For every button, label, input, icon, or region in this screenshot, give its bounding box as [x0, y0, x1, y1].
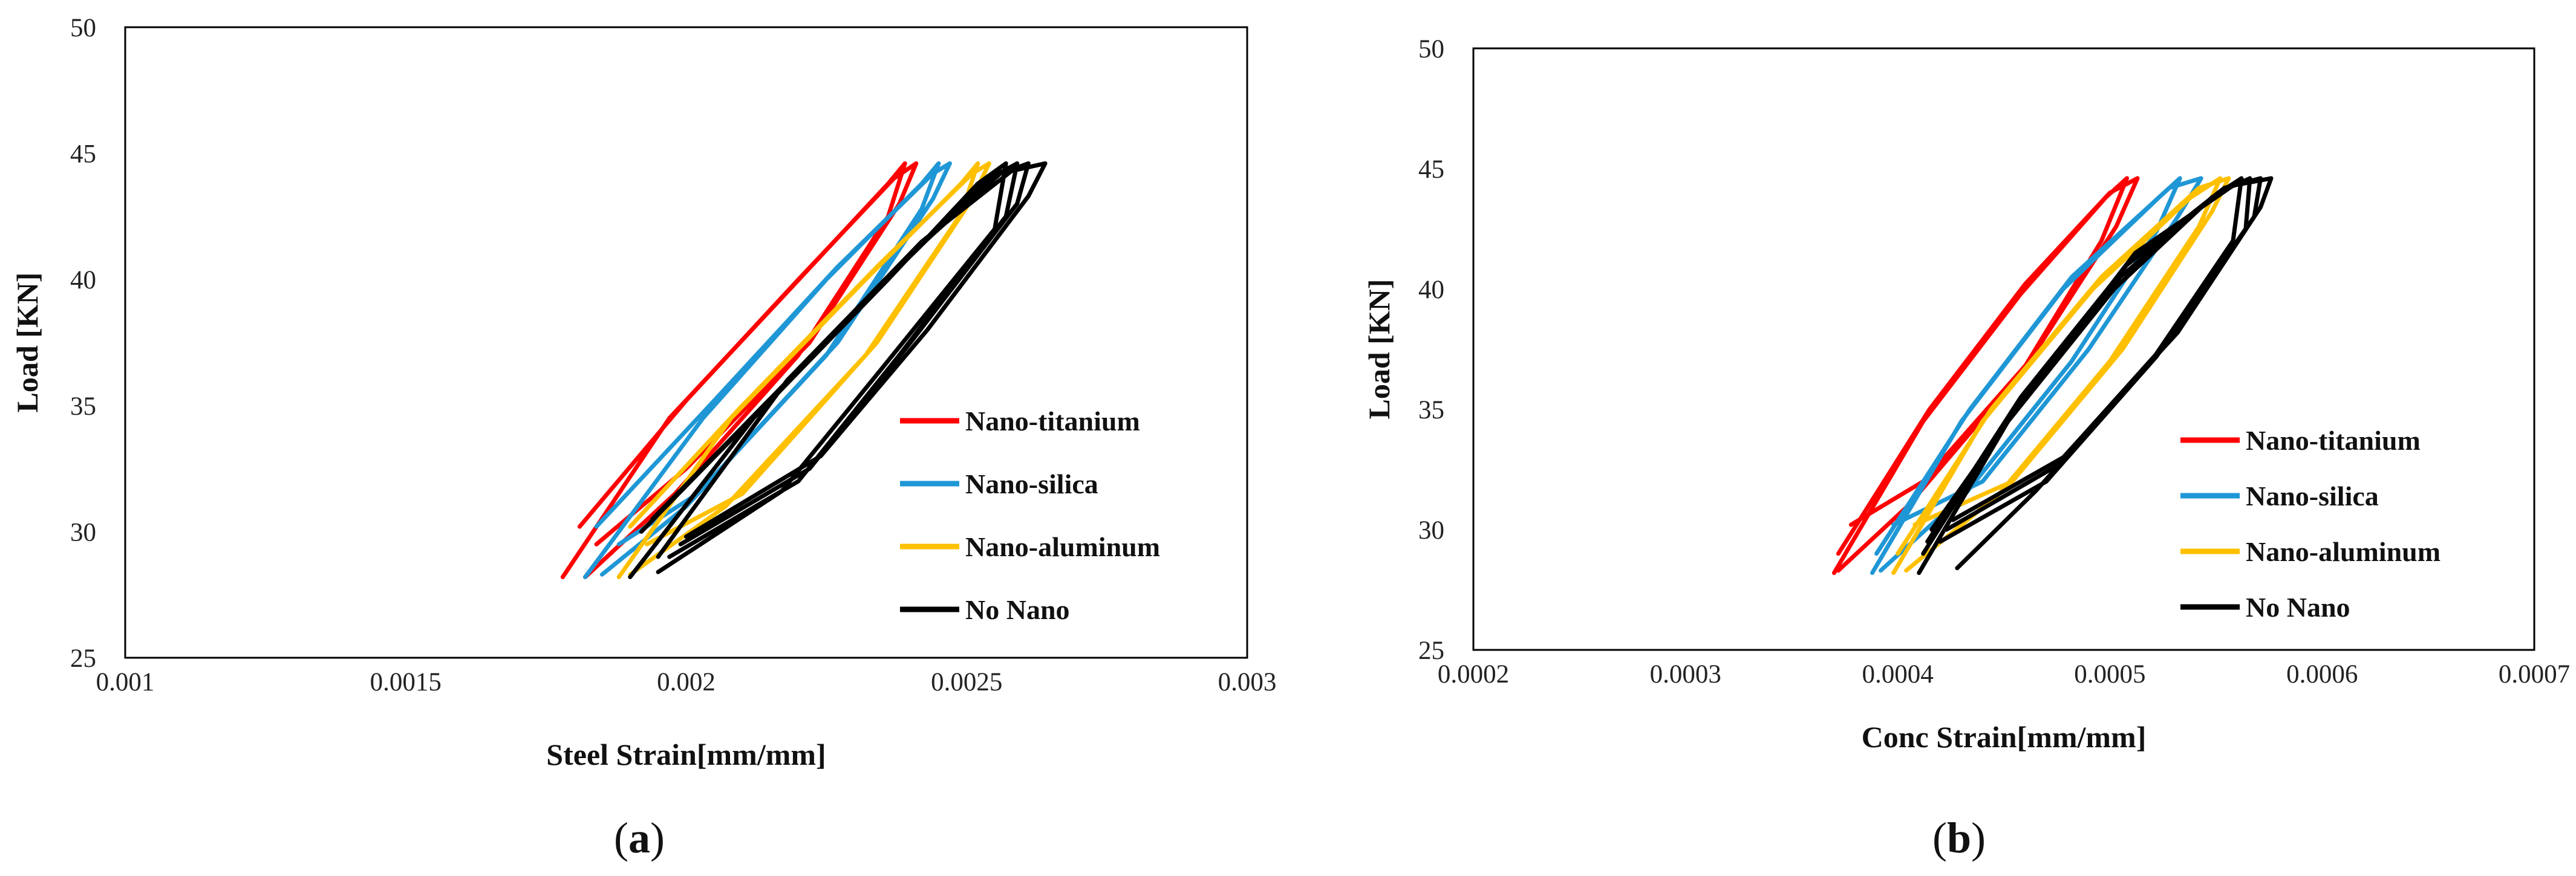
chart-b-y-tick-label: 50	[1418, 35, 1444, 63]
chart-a-series-nano-aluminum-loop	[628, 161, 991, 547]
chart-b-series	[1831, 176, 2274, 576]
chart-a-x-tick-label: 0.001	[96, 668, 155, 696]
chart-b: 0.0002 0.0003 0.0004 0.0005 0.0006 0.0007 25 3…	[1362, 35, 2570, 754]
caption-b: (b)	[1932, 814, 1986, 862]
chart-b-series-nano-aluminum-loop	[1896, 176, 2231, 556]
chart-a-legend-label-nano-silica: Nano-silica	[965, 469, 1098, 499]
chart-b-series-nano-titanium-loop	[1836, 176, 2140, 556]
chart-b-legend-label-nano-silica: Nano-silica	[2246, 481, 2379, 511]
chart-b-y-tick-label: 30	[1418, 516, 1444, 545]
caption-a-letter: a	[628, 814, 650, 862]
chart-b-x-tick-label: 0.0005	[2074, 660, 2145, 689]
chart-a-y-ticks: 25 30 35 40 45 50	[70, 14, 96, 673]
chart-a-y-tick-label: 25	[70, 644, 96, 673]
chart-b-x-tick-label: 0.0004	[1862, 660, 1933, 689]
chart-a-legend: Nano-titanium Nano-silica Nano-aluminum No …	[900, 406, 1160, 625]
chart-a-legend-label-nano-aluminum: Nano-aluminum	[965, 531, 1160, 562]
chart-b-x-tick-label: 0.0007	[2499, 660, 2570, 689]
chart-a-x-tick-label: 0.002	[657, 668, 716, 696]
chart-a-series-no-nano-loop	[639, 161, 1020, 559]
chart-b-y-ticks: 25 30 35 40 45 50	[1418, 35, 1444, 665]
caption-b-open: (	[1932, 814, 1947, 862]
chart-a-y-tick-label: 50	[70, 14, 96, 42]
caption-a-close: )	[650, 814, 665, 862]
chart-a-legend-label-no-nano: No Nano	[965, 594, 1070, 625]
chart-b-legend-label-nano-aluminum: Nano-aluminum	[2246, 536, 2441, 567]
chart-b-series-no-nano-loop	[1929, 176, 2274, 532]
chart-a-x-tick-label: 0.0015	[370, 668, 442, 696]
chart-b-y-axis-title: Load [KN]	[1362, 279, 1396, 420]
chart-a-plot-area	[124, 26, 1248, 659]
chart-b-x-ticks: 0.0002 0.0003 0.0004 0.0005 0.0006 0.0007	[1438, 660, 2570, 689]
caption-a-open: (	[614, 814, 628, 862]
chart-b-legend-label-nano-titanium: Nano-titanium	[2246, 425, 2421, 456]
chart-b-series-nano-titanium-loop	[1831, 176, 2129, 576]
chart-a-x-tick-label: 0.0025	[931, 668, 1002, 696]
chart-b-x-tick-label: 0.0003	[1650, 660, 1721, 689]
caption-a: (a)	[614, 814, 665, 862]
chart-a-legend-label-nano-titanium: Nano-titanium	[965, 406, 1140, 436]
chart-b-legend-label-no-nano: No Nano	[2246, 592, 2350, 623]
chart-b-y-tick-label: 35	[1418, 396, 1444, 424]
chart-a-x-axis-title: Steel Strain[mm/mm]	[546, 738, 826, 771]
chart-a: 0.001 0.0015 0.002 0.0025 0.003 25 30 35 40 45 50…	[10, 14, 1276, 771]
chart-b-series-no-nano-loop	[1925, 176, 2263, 544]
chart-a-y-tick-label: 35	[70, 392, 96, 421]
caption-b-letter: b	[1947, 814, 1971, 862]
chart-b-legend: Nano-titanium Nano-silica Nano-aluminum No …	[2180, 425, 2441, 623]
chart-b-y-tick-label: 40	[1418, 276, 1444, 304]
chart-b-x-tick-label: 0.0002	[1438, 660, 1509, 689]
chart-a-y-tick-label: 45	[70, 140, 96, 169]
chart-a-series-nano-silica-loop	[594, 161, 952, 547]
chart-b-y-tick-label: 25	[1418, 637, 1444, 665]
chart-a-series-no-nano-loop	[656, 161, 1048, 559]
chart-b-series-nano-silica-loop	[1874, 176, 2203, 556]
chart-a-y-axis-title: Load [KN]	[10, 273, 44, 413]
chart-a-y-tick-label: 30	[70, 518, 96, 547]
chart-b-y-tick-label: 45	[1418, 155, 1444, 184]
chart-b-x-axis-title: Conc Strain[mm/mm]	[1862, 720, 2147, 754]
caption-b-close: )	[1971, 814, 1986, 862]
chart-b-plot-area	[1472, 47, 2535, 651]
chart-a-x-tick-label: 0.003	[1218, 668, 1277, 696]
chart-a-y-tick-label: 40	[70, 266, 96, 294]
chart-a-series	[560, 161, 1048, 579]
chart-b-x-tick-label: 0.0006	[2286, 660, 2358, 689]
chart-a-x-ticks: 0.001 0.0015 0.002 0.0025 0.003	[96, 668, 1277, 696]
